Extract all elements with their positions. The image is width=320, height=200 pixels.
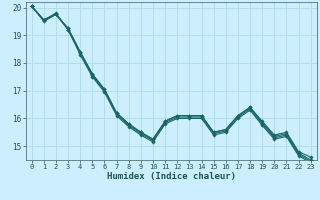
X-axis label: Humidex (Indice chaleur): Humidex (Indice chaleur) — [107, 172, 236, 181]
